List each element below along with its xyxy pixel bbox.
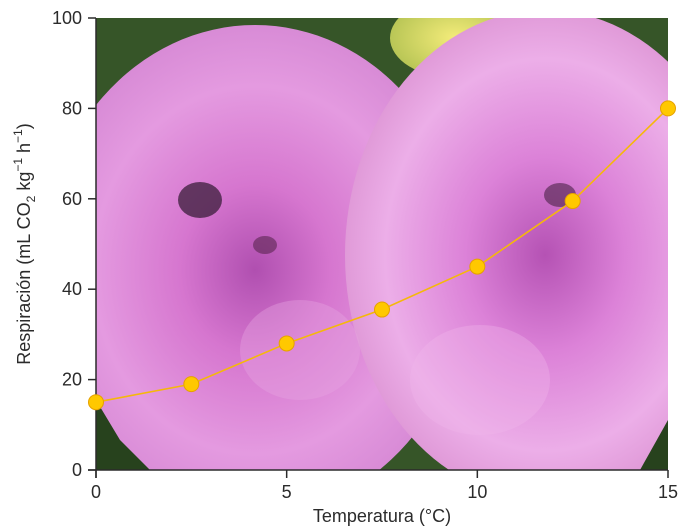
- data-point: [278, 335, 295, 352]
- y-axis-label: Respiración (mL CO2 kg−1 h−1): [11, 123, 38, 364]
- x-tick-label: 10: [467, 482, 487, 502]
- y-tick-label: 60: [62, 189, 82, 209]
- x-tick-label: 0: [91, 482, 101, 502]
- y-tick-label: 80: [62, 98, 82, 118]
- flower-photo-background: [96, 18, 668, 470]
- data-point: [88, 394, 104, 411]
- x-axis-label: Temperatura (°C): [313, 506, 451, 526]
- y-tick-label: 0: [72, 460, 82, 480]
- data-point: [660, 100, 676, 117]
- data-point: [374, 301, 390, 318]
- data-point: [469, 258, 486, 275]
- x-tick-label: 15: [658, 482, 678, 502]
- x-tick-label: 5: [282, 482, 292, 502]
- y-tick-label: 40: [62, 279, 82, 299]
- y-tick-label: 100: [52, 8, 82, 28]
- data-series: [88, 100, 676, 411]
- data-point: [564, 193, 581, 210]
- data-point: [183, 376, 200, 393]
- y-tick-label: 20: [62, 370, 82, 390]
